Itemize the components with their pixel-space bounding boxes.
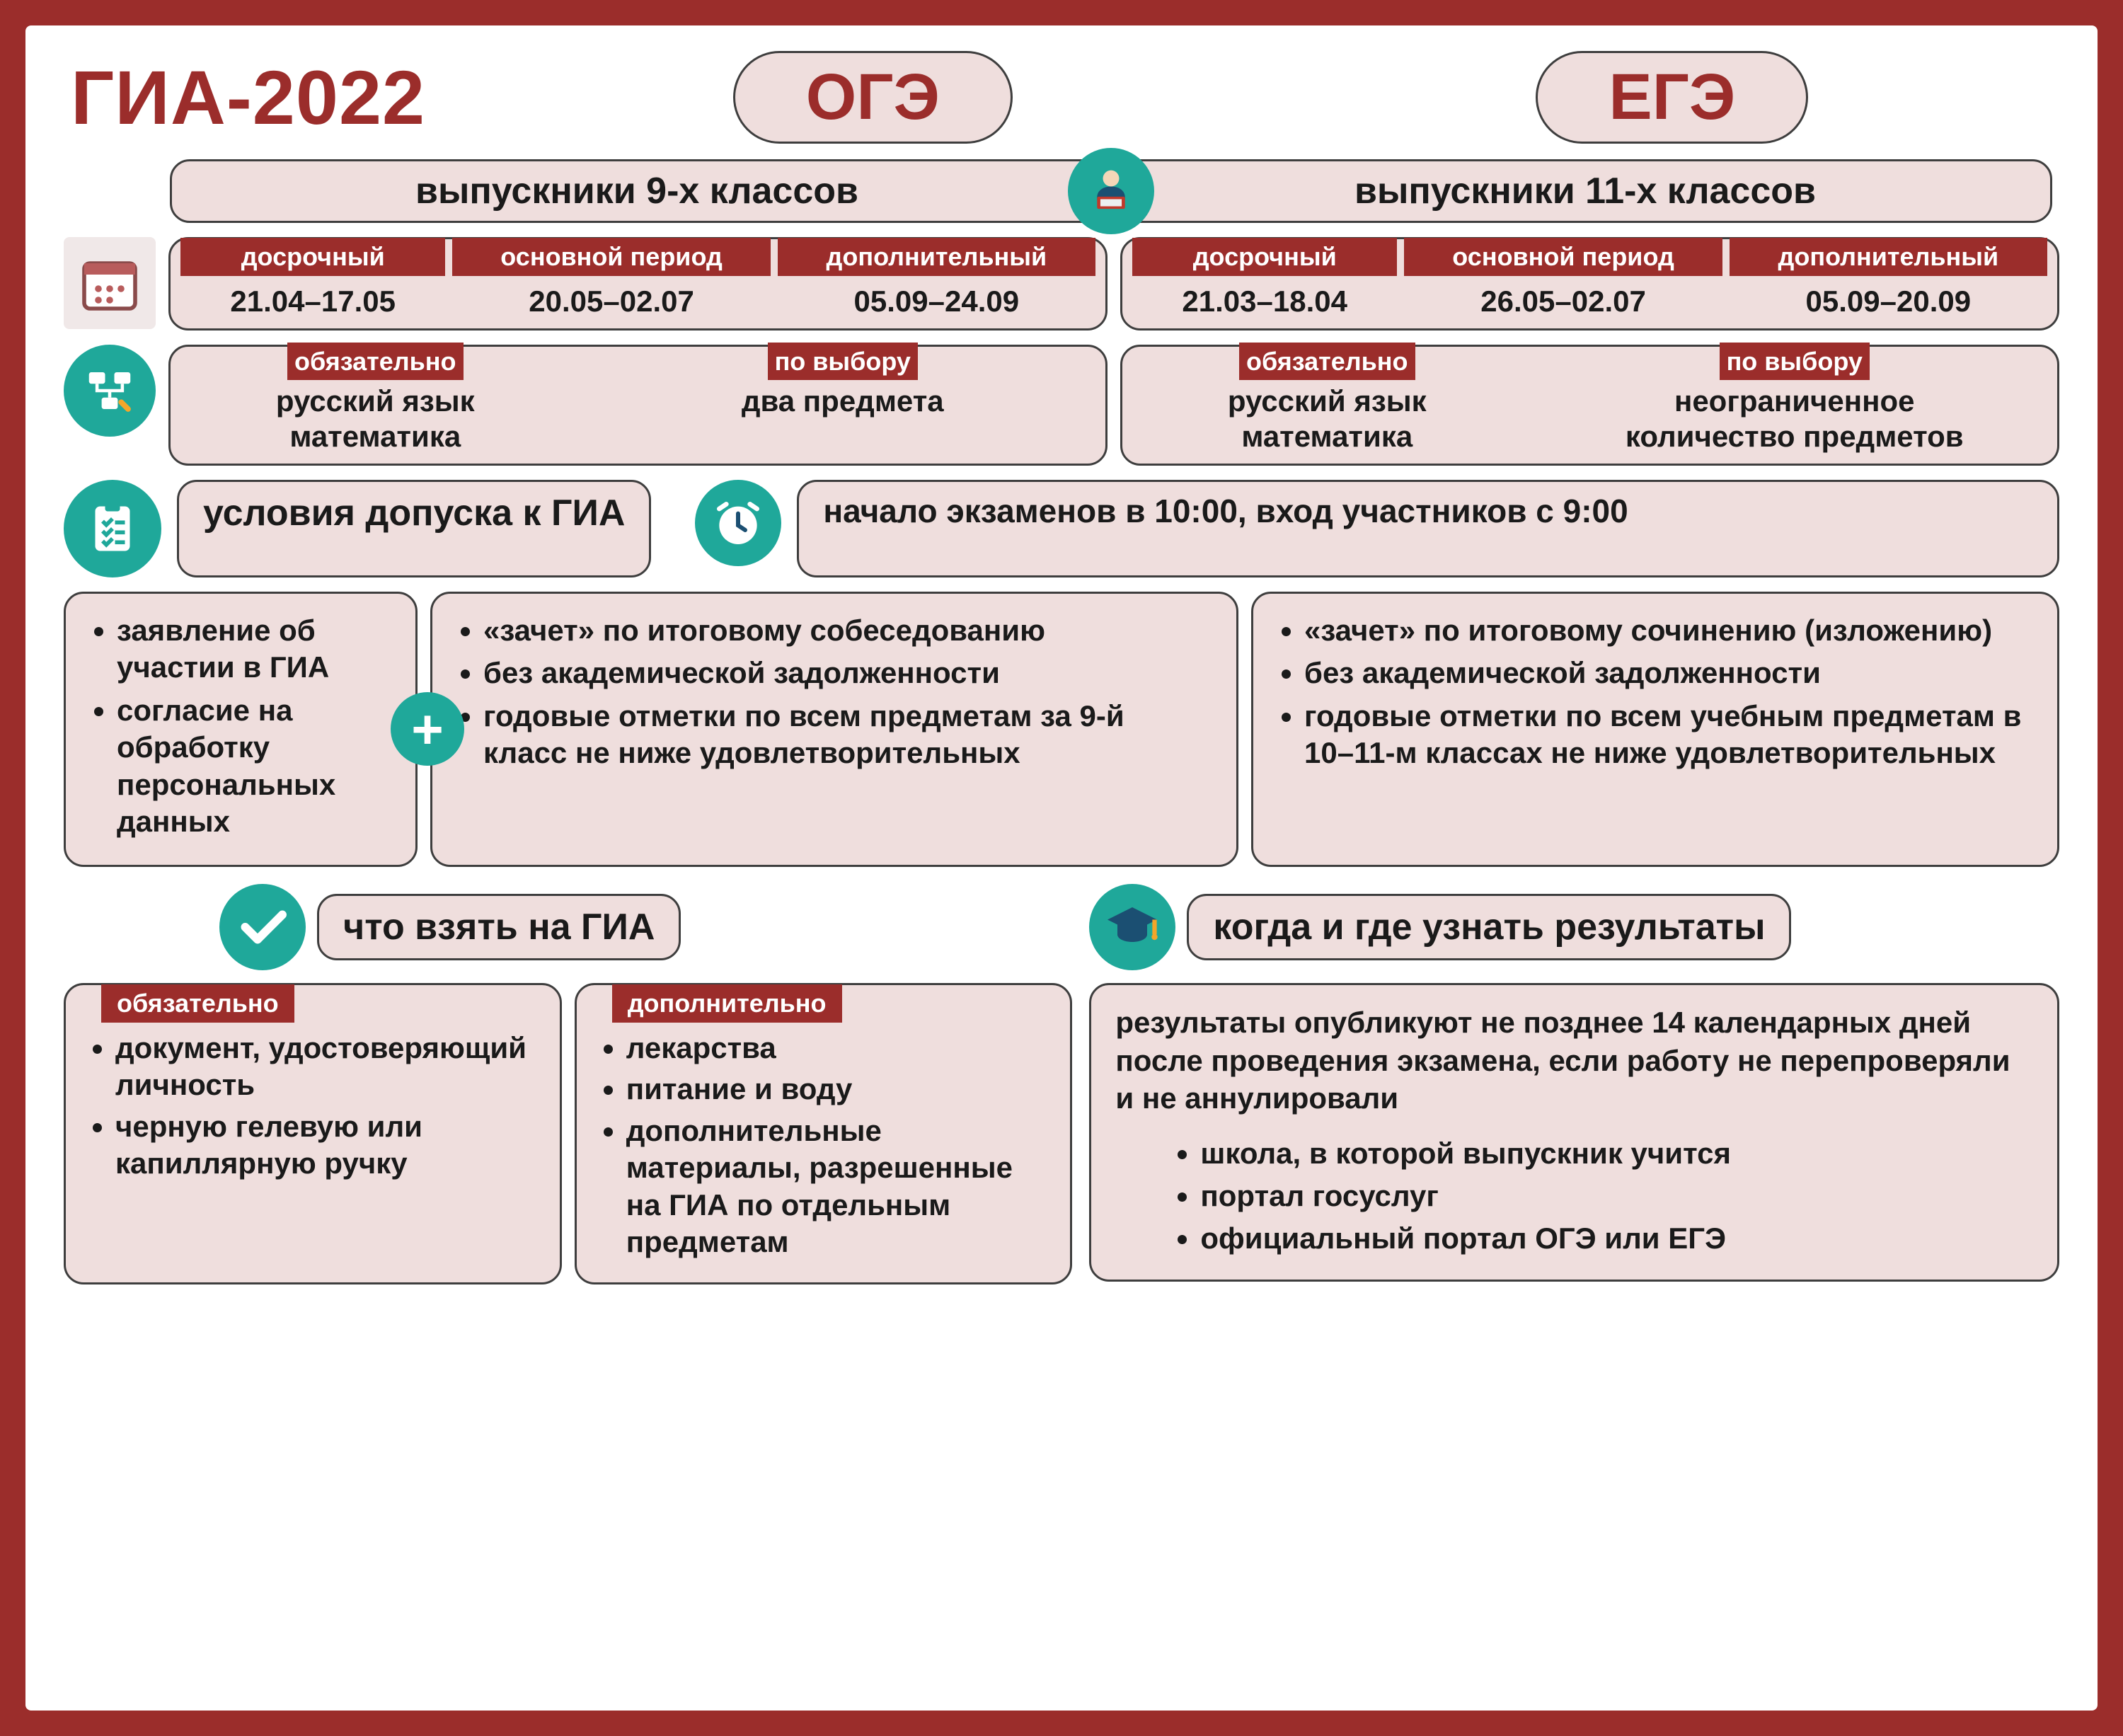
bring-mandatory-card: обязательно документ, удостоверяющий лич…: [64, 983, 562, 1284]
results-card: результаты опубликуют не позднее 14 кале…: [1089, 983, 2059, 1282]
cond-ege-1: без академической задолженности: [1304, 655, 2036, 692]
checkmark-icon: [219, 884, 306, 970]
conditions-oge: «зачет» по итоговому собеседованию без а…: [430, 592, 1238, 867]
subj-head-optional: по выбору: [768, 343, 918, 380]
cond-common-0: заявление об участии в ГИА: [117, 612, 394, 686]
graduates-row: выпускники 9-х классов выпускники 11-х к…: [170, 159, 2052, 223]
conditions-ege: «зачет» по итоговому сочинению (изложени…: [1251, 592, 2059, 867]
student-icon: [1068, 148, 1154, 234]
bring-section: что взять на ГИА обязательно документ, у…: [64, 884, 1072, 1284]
cond-oge-0: «зачет» по итоговому собеседованию: [483, 612, 1215, 650]
flowchart-icon: [64, 345, 156, 437]
exam-pill-row: ОГЭ ЕГЭ: [482, 51, 2059, 144]
cond-common-1: согласие на обработку персональных данны…: [117, 692, 394, 841]
conditions-common: заявление об участии в ГИА согласие на о…: [64, 592, 418, 867]
subjects-ege: обязательно по выбору русский язык матем…: [1120, 345, 2059, 466]
subj-head-optional-2: по выбору: [1720, 343, 1870, 380]
calendar-icon: [64, 237, 156, 329]
bring-mandatory-1: черную гелевую или капиллярную ручку: [115, 1108, 541, 1183]
subj-ege-optional: неограниченное количество предметов: [1543, 376, 2046, 455]
results-section: когда и где узнать результаты результаты…: [1089, 884, 2059, 1282]
graduation-cap-icon: [1089, 884, 1175, 970]
results-heading: когда и где узнать результаты: [1187, 894, 1791, 960]
period-head-main: основной период: [452, 238, 770, 276]
results-source-1: портал госуслуг: [1200, 1177, 2033, 1215]
infographic-canvas: ГИА-2022 ОГЭ ЕГЭ выпускники 9-х классов …: [25, 25, 2098, 1711]
bring-optional-0: лекарства: [626, 1030, 1052, 1067]
period-head-extra: дополнительный: [778, 238, 1095, 276]
period-head-main-2: основной период: [1404, 238, 1722, 276]
subjects-row: обязательно по выбору русский язык матем…: [64, 345, 2059, 466]
subj-head-mandatory-2: обязательно: [1239, 343, 1415, 380]
period-oge-early: 21.04–17.05: [180, 276, 445, 321]
bring-optional-tag: дополнительно: [612, 984, 842, 1023]
period-ege-early: 21.03–18.04: [1132, 276, 1397, 321]
time-note: начало экзаменов в 10:00, вход участнико…: [797, 480, 2059, 577]
period-head-early-2: досрочный: [1132, 238, 1397, 276]
bring-optional-2: дополнительные материалы, разрешенные на…: [626, 1113, 1052, 1261]
graduates-oge: выпускники 9-х классов: [170, 159, 1104, 223]
periods-ege: досрочный основной период дополнительный…: [1120, 237, 2059, 330]
period-ege-main: 26.05–02.07: [1404, 276, 1722, 321]
period-oge-main: 20.05–02.07: [452, 276, 770, 321]
period-ege-extra: 05.09–20.09: [1730, 276, 2047, 321]
header-row: ГИА-2022 ОГЭ ЕГЭ: [64, 51, 2059, 144]
conditions-heading: условия допуска к ГИА: [177, 480, 651, 577]
period-head-extra-2: дополнительный: [1730, 238, 2047, 276]
bottom-row: что взять на ГИА обязательно документ, у…: [64, 884, 2059, 1284]
results-source-2: официальный портал ОГЭ или ЕГЭ: [1200, 1219, 2033, 1258]
period-head-early: досрочный: [180, 238, 445, 276]
pill-ege: ЕГЭ: [1536, 51, 1808, 144]
bring-optional-card: дополнительно лекарства питание и воду д…: [575, 983, 1073, 1284]
main-title: ГИА-2022: [71, 53, 425, 142]
periods-oge: досрочный основной период дополнительный…: [168, 237, 1107, 330]
cond-oge-1: без академической задолженности: [483, 655, 1215, 692]
conditions-content-row: заявление об участии в ГИА согласие на о…: [64, 592, 2059, 867]
subj-oge-optional: два предмета: [592, 376, 1094, 455]
checklist-icon: [64, 480, 161, 577]
cond-oge-2: годовые отметки по всем предметам за 9-й…: [483, 698, 1215, 772]
clock-icon: [695, 480, 781, 566]
bring-mandatory-tag: обязательно: [101, 984, 294, 1023]
results-text: результаты опубликуют не позднее 14 кале…: [1115, 1004, 2033, 1117]
conditions-heading-row: условия допуска к ГИА начало экзаменов в…: [64, 480, 2059, 577]
cond-ege-2: годовые отметки по всем учебным предмета…: [1304, 698, 2036, 772]
results-source-0: школа, в которой выпускник учится: [1200, 1134, 2033, 1173]
bring-mandatory-0: документ, удостоверяющий личность: [115, 1030, 541, 1104]
pill-oge: ОГЭ: [733, 51, 1013, 144]
cond-ege-0: «зачет» по итоговому сочинению (изложени…: [1304, 612, 2036, 650]
subj-ege-mandatory: русский язык математика: [1134, 376, 1521, 455]
period-oge-extra: 05.09–24.09: [778, 276, 1095, 321]
subjects-oge: обязательно по выбору русский язык матем…: [168, 345, 1107, 466]
bring-heading: что взять на ГИА: [317, 894, 681, 960]
graduates-ege: выпускники 11-х классов: [1118, 159, 2052, 223]
plus-icon: +: [391, 692, 464, 766]
bring-optional-1: питание и воду: [626, 1071, 1052, 1108]
periods-row: досрочный основной период дополнительный…: [64, 237, 2059, 330]
subj-head-mandatory: обязательно: [287, 343, 464, 380]
subj-oge-mandatory: русский язык математика: [182, 376, 569, 455]
